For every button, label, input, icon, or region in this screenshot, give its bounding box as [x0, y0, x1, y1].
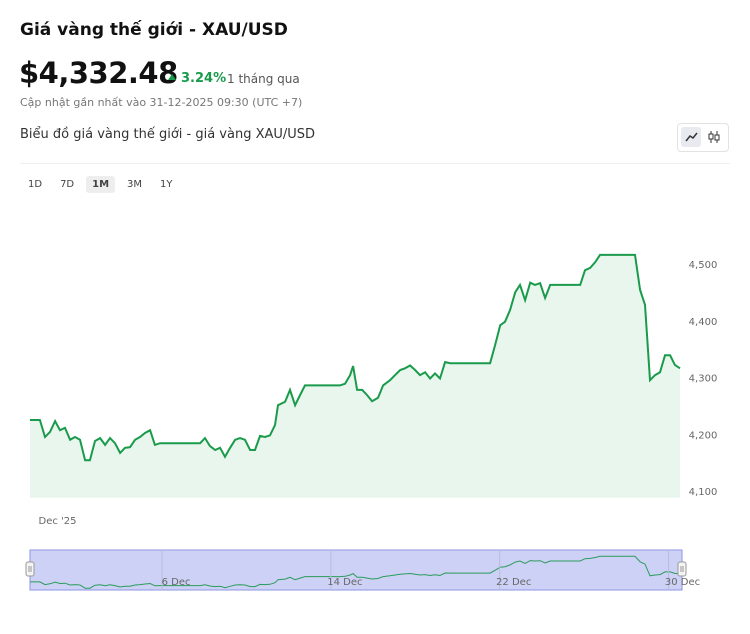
y-tick-label: 4,300 — [689, 374, 718, 385]
up-arrow — [168, 74, 176, 80]
price: $4,332.48 — [19, 56, 178, 90]
candle-chart-button[interactable] — [704, 127, 724, 147]
y-tick-label: 4,400 — [689, 317, 718, 328]
y-tick-label: 4,500 — [689, 260, 718, 271]
divider — [20, 163, 730, 164]
y-tick-label: 4,100 — [689, 487, 718, 498]
page-title: Giá vàng thế giới - XAU/USD — [20, 20, 288, 40]
price-line — [30, 253, 681, 462]
chart-title: Biểu đồ giá vàng thế giới - giá vàng XAU… — [20, 127, 316, 142]
range-button[interactable]: 7D — [60, 179, 75, 190]
navigator-tick-label: 22 Dec — [496, 577, 531, 588]
line-chart-button[interactable] — [681, 127, 701, 147]
y-tick-label: 4,200 — [689, 430, 718, 441]
updated-time: Cập nhật gần nhất vào 31-12-2025 09:30 (… — [20, 96, 303, 109]
range-selector: 1D 7D 1M 3M 1Y — [22, 176, 179, 193]
range-button[interactable]: 1M — [86, 176, 116, 193]
price-change: 3.24% — [168, 71, 226, 86]
range-button[interactable]: 1D — [28, 179, 43, 190]
navigator-window — [29, 549, 683, 591]
range-button[interactable]: 3M — [127, 179, 143, 190]
navigator-line — [30, 555, 681, 589]
x-tick-label: Dec '25 — [39, 516, 77, 527]
chart-type-toggle — [677, 123, 729, 152]
line-icon — [685, 132, 698, 142]
navigator-handle[interactable] — [25, 561, 35, 577]
candle-icon — [708, 131, 720, 143]
navigator-handle[interactable] — [677, 561, 687, 577]
change-text: 3.24% — [181, 71, 227, 86]
range-button[interactable]: 1Y — [160, 179, 173, 190]
navigator-tick-label: 14 Dec — [327, 577, 362, 588]
navigator-tick-label: 6 Dec — [162, 577, 191, 588]
navigator-tick-label: 30 Dec — [665, 577, 700, 588]
area — [30, 254, 680, 498]
change-period: 1 tháng qua — [227, 72, 300, 86]
